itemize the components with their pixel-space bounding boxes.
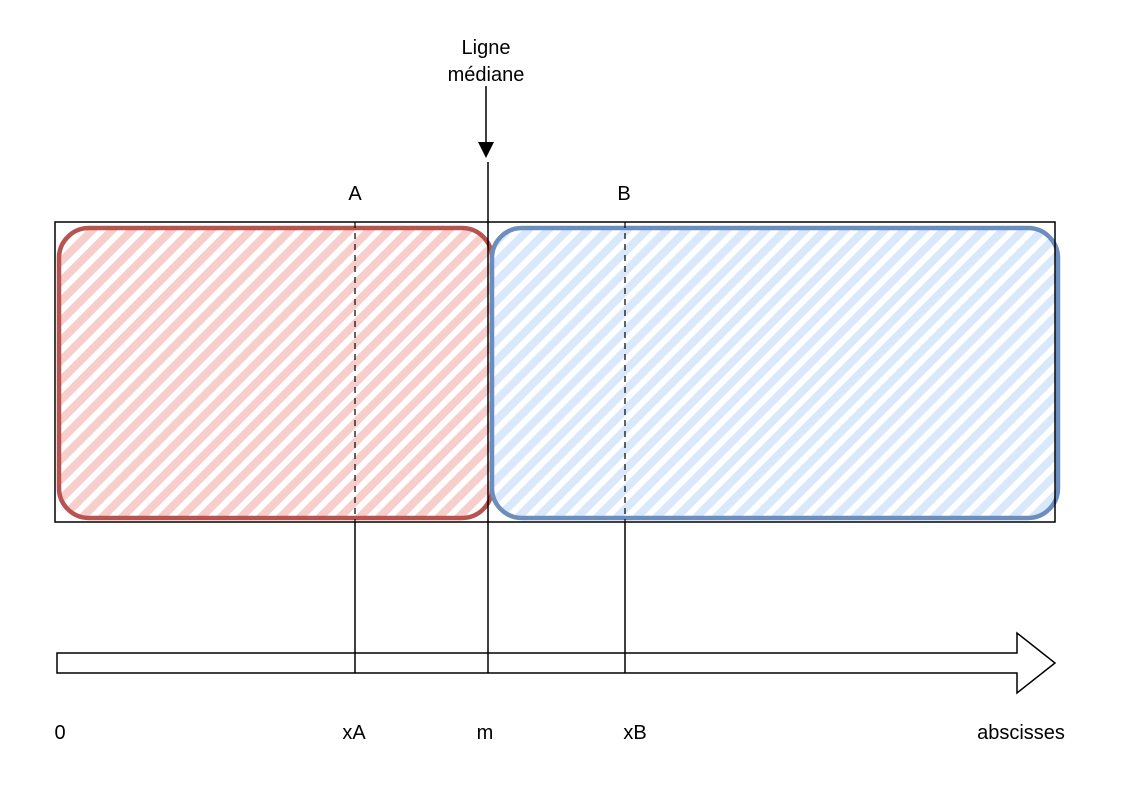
median-label-line2: médiane: [448, 64, 525, 86]
outer-frame: [54, 221, 1056, 523]
xa-label: xA: [342, 722, 366, 744]
median-pointer-arrowhead: [478, 142, 494, 158]
median-label-line1: Ligne: [462, 37, 511, 59]
region-b-label: B: [617, 183, 630, 205]
xb-label: xB: [623, 722, 646, 744]
abscissa-axis-arrow: [56, 631, 1057, 695]
region-a: [56, 225, 495, 521]
abscissa-label: abscisses: [977, 722, 1065, 744]
region-a-label: A: [348, 183, 362, 205]
origin-label: 0: [54, 722, 65, 744]
m-label: m: [477, 722, 494, 744]
region-b: [489, 225, 1061, 521]
